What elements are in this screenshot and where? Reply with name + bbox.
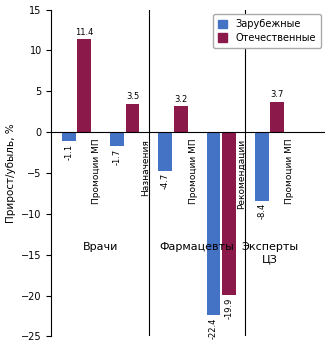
Bar bbox=[110, 132, 124, 146]
Text: -1.1: -1.1 bbox=[64, 144, 73, 160]
Bar bbox=[222, 132, 236, 295]
Text: 3.7: 3.7 bbox=[270, 90, 284, 100]
Text: -19.9: -19.9 bbox=[224, 297, 233, 318]
Text: -4.7: -4.7 bbox=[161, 173, 170, 189]
Bar bbox=[158, 132, 172, 171]
Text: 3.5: 3.5 bbox=[126, 92, 139, 101]
Text: Промоции МП: Промоции МП bbox=[285, 139, 295, 204]
Legend: Зарубежные, Отечественные: Зарубежные, Отечественные bbox=[213, 14, 321, 48]
Text: -22.4: -22.4 bbox=[209, 318, 218, 339]
Text: -1.7: -1.7 bbox=[113, 149, 121, 165]
Bar bbox=[174, 106, 188, 132]
Text: 11.4: 11.4 bbox=[75, 27, 93, 37]
Text: Промоции МП: Промоции МП bbox=[189, 139, 198, 204]
Text: Врачи: Врачи bbox=[83, 243, 118, 252]
Bar bbox=[77, 39, 91, 132]
Text: Рекомендации: Рекомендации bbox=[237, 139, 246, 209]
Bar bbox=[62, 132, 75, 141]
Text: Назначения: Назначения bbox=[141, 139, 150, 196]
Bar bbox=[270, 102, 284, 132]
Text: -8.4: -8.4 bbox=[257, 203, 266, 220]
Text: Фармацевты: Фармацевты bbox=[160, 243, 234, 252]
Text: Эксперты
ЦЗ: Эксперты ЦЗ bbox=[241, 243, 298, 264]
Text: 3.2: 3.2 bbox=[174, 95, 187, 104]
Bar bbox=[125, 104, 139, 132]
Bar bbox=[255, 132, 268, 201]
Text: Промоции МП: Промоции МП bbox=[92, 139, 102, 204]
Y-axis label: Прирост/убыль, %: Прирост/убыль, % bbox=[6, 123, 16, 223]
Bar bbox=[207, 132, 220, 315]
